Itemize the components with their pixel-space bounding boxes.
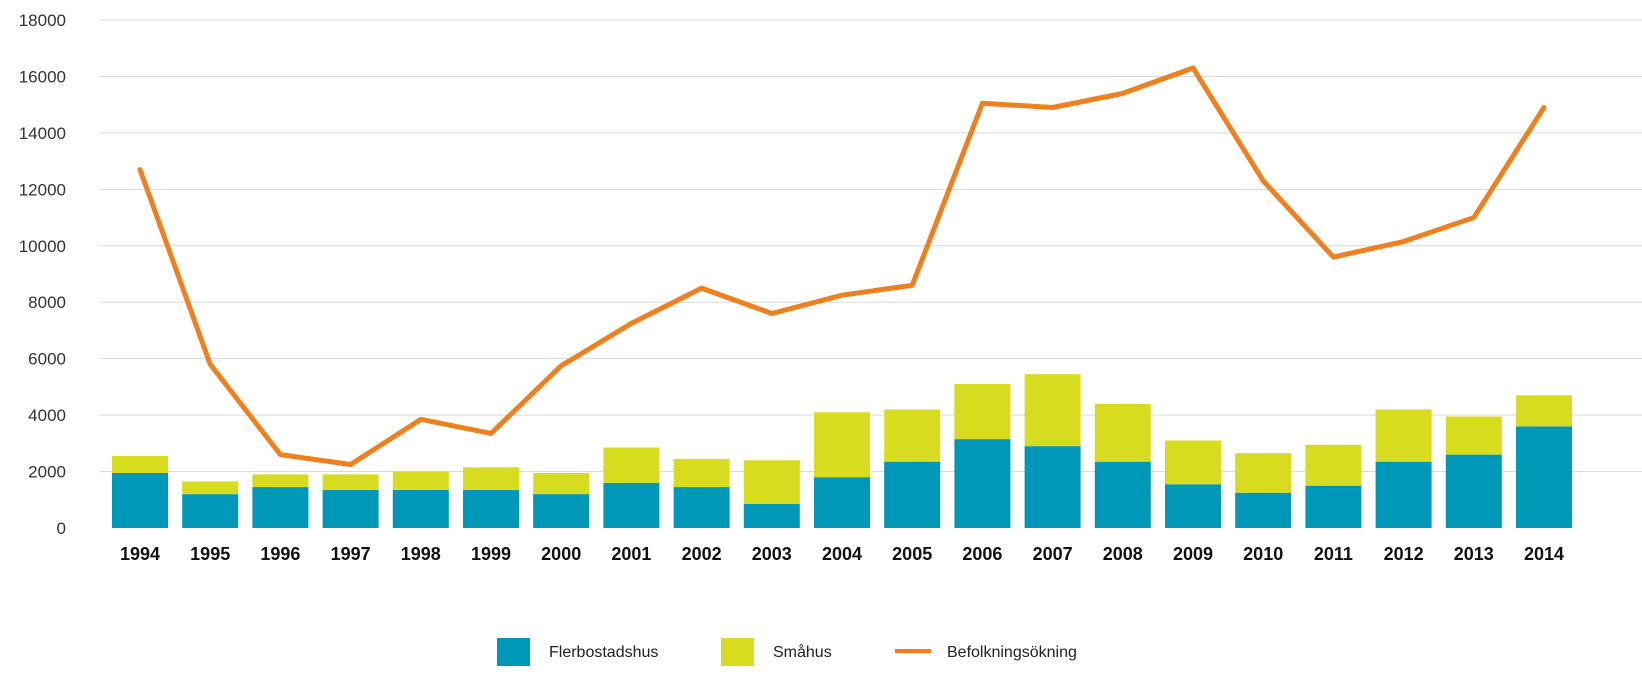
bar-flerbostadshus-2005 bbox=[884, 461, 941, 528]
legend-swatch bbox=[497, 638, 530, 666]
y-tick-label: 14000 bbox=[19, 124, 66, 143]
bar-flerbostadshus-2002 bbox=[673, 487, 730, 528]
bar-flerbostadshus-2009 bbox=[1165, 484, 1221, 528]
bar-sm-hus-2008 bbox=[1094, 403, 1151, 462]
x-tick-label: 1994 bbox=[120, 544, 160, 564]
bar-sm-hus-2012 bbox=[1375, 409, 1432, 462]
bar-sm-hus-1998 bbox=[392, 471, 449, 490]
bar-sm-hus-2002 bbox=[673, 458, 730, 488]
legend-item: Befolkningsökning bbox=[895, 644, 1077, 661]
legend-label: Flerbostadshus bbox=[549, 644, 658, 661]
bar-sm-hus-2013 bbox=[1445, 416, 1502, 455]
bar-flerbostadshus-2012 bbox=[1375, 461, 1432, 528]
x-tick-label: 2002 bbox=[682, 544, 722, 564]
x-tick-label: 2010 bbox=[1243, 544, 1283, 564]
bar-sm-hus-2014 bbox=[1516, 395, 1572, 427]
x-tick-label: 2009 bbox=[1173, 544, 1213, 564]
bar-sm-hus-2011 bbox=[1305, 444, 1362, 486]
x-tick-label: 1995 bbox=[190, 544, 230, 564]
legend: Flerbostadshus Småhus Befolkningsökning bbox=[497, 638, 1077, 666]
bar-flerbostadshus-1995 bbox=[182, 494, 239, 528]
bar-flerbostadshus-2007 bbox=[1024, 446, 1081, 528]
bar-sm-hus-1997 bbox=[322, 474, 379, 490]
y-tick-label: 16000 bbox=[19, 67, 66, 86]
bar-flerbostadshus-2011 bbox=[1305, 485, 1362, 528]
bar-flerbostadshus-1994 bbox=[112, 472, 168, 528]
bar-flerbostadshus-2014 bbox=[1516, 426, 1572, 528]
y-axis-ticks: 0 2000 4000 6000 8000 10000 12000 14000 16000 180… bbox=[19, 11, 66, 538]
bar-flerbostadshus-2001 bbox=[603, 482, 660, 528]
y-tick-label: 2000 bbox=[28, 463, 66, 482]
x-tick-label: 1996 bbox=[260, 544, 300, 564]
bar-sm-hus-1999 bbox=[463, 467, 519, 490]
bar-sm-hus-1995 bbox=[182, 481, 239, 495]
x-tick-label: 2003 bbox=[752, 544, 792, 564]
x-tick-label: 1999 bbox=[471, 544, 511, 564]
x-tick-label: 2011 bbox=[1314, 544, 1353, 564]
gridlines bbox=[100, 19, 1642, 473]
y-tick-label: 6000 bbox=[28, 350, 66, 369]
x-tick-label: 2007 bbox=[1033, 544, 1073, 564]
bar-sm-hus-2007 bbox=[1024, 374, 1081, 447]
x-tick-label: 2012 bbox=[1384, 544, 1424, 564]
bar-sm-hus-2009 bbox=[1165, 440, 1221, 485]
bar-flerbostadshus-2006 bbox=[954, 439, 1011, 528]
bar-sm-hus-2010 bbox=[1235, 453, 1292, 493]
bar-sm-hus-1996 bbox=[252, 474, 309, 488]
legend-item: Småhus bbox=[721, 638, 832, 666]
bar-flerbostadshus-2010 bbox=[1235, 492, 1292, 528]
y-tick-label: 12000 bbox=[19, 180, 66, 199]
bar-sm-hus-2006 bbox=[954, 384, 1011, 440]
x-tick-label: 1998 bbox=[401, 544, 441, 564]
x-tick-label: 2008 bbox=[1103, 544, 1143, 564]
y-tick-label: 4000 bbox=[28, 406, 66, 425]
bar-flerbostadshus-1998 bbox=[392, 489, 449, 528]
bar-sm-hus-2000 bbox=[533, 472, 590, 495]
bar-sm-hus-1994 bbox=[112, 456, 168, 473]
bar-flerbostadshus-2013 bbox=[1445, 454, 1502, 528]
x-axis-ticks: 1994 1995 1996 1997 1998 1999 2000 2001 2002 2003… bbox=[120, 544, 1564, 564]
bar-flerbostadshus-1997 bbox=[322, 489, 379, 528]
y-tick-label: 0 bbox=[57, 519, 66, 538]
bar-sm-hus-2001 bbox=[603, 447, 660, 483]
legend-item: Flerbostadshus bbox=[497, 638, 658, 666]
line-series bbox=[137, 65, 1547, 467]
line-befolknings-kning bbox=[137, 65, 1547, 467]
bar-sm-hus-2005 bbox=[884, 409, 941, 462]
y-tick-label: 18000 bbox=[19, 11, 66, 30]
bar-flerbostadshus-2004 bbox=[814, 477, 870, 528]
x-tick-label: 2006 bbox=[962, 544, 1002, 564]
x-tick-label: 2001 bbox=[611, 544, 651, 564]
y-tick-label: 10000 bbox=[19, 237, 66, 256]
x-tick-label: 2004 bbox=[822, 544, 862, 564]
legend-label: Befolkningsökning bbox=[947, 644, 1077, 661]
bar-sm-hus-2003 bbox=[743, 460, 800, 505]
x-tick-label: 2000 bbox=[541, 544, 581, 564]
x-tick-label: 2014 bbox=[1524, 544, 1564, 564]
bar-sm-hus-2004 bbox=[814, 412, 870, 478]
bar-flerbostadshus-2008 bbox=[1094, 461, 1151, 528]
x-tick-label: 1997 bbox=[331, 544, 371, 564]
bar-flerbostadshus-2000 bbox=[533, 494, 590, 528]
legend-swatch bbox=[721, 638, 754, 666]
x-tick-label: 2005 bbox=[892, 544, 932, 564]
bar-flerbostadshus-1999 bbox=[463, 489, 519, 528]
bars bbox=[112, 374, 1572, 528]
bar-flerbostadshus-1996 bbox=[252, 487, 309, 528]
bar-flerbostadshus-2003 bbox=[743, 504, 800, 528]
y-tick-label: 8000 bbox=[28, 293, 66, 312]
x-tick-label: 2013 bbox=[1454, 544, 1494, 564]
legend-label: Småhus bbox=[773, 643, 832, 661]
